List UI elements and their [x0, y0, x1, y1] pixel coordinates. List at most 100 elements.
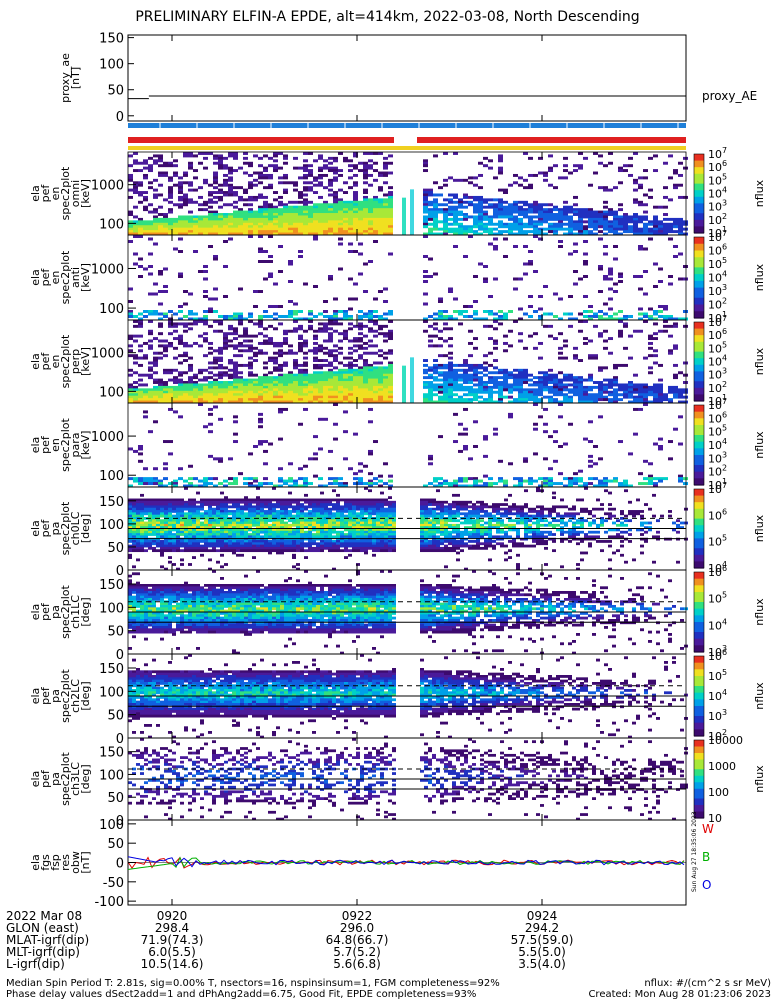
spectrogram-cell — [503, 376, 508, 380]
spectrogram-cell — [538, 295, 543, 298]
spectrogram-cell — [298, 225, 303, 229]
spectrogram-cell — [373, 378, 378, 382]
spectrogram-cell — [683, 388, 688, 392]
ela_pef_en_spec2plot_anti-ylabel: anti — [69, 267, 82, 288]
spectrogram-cell — [668, 334, 673, 338]
spectrogram-cell — [378, 198, 383, 202]
spectrogram-cell — [163, 164, 168, 168]
spectrogram-cell — [488, 371, 493, 375]
spectrogram-cell — [288, 300, 293, 303]
spectrogram-cell — [608, 287, 613, 291]
spectrogram-cell — [443, 327, 448, 331]
spectrogram-cell — [178, 337, 183, 341]
spectrogram-cell — [523, 272, 528, 276]
spectrogram-cell — [198, 383, 203, 387]
spectrogram-cell — [498, 220, 503, 224]
spectrogram-cell — [158, 217, 163, 221]
spectrogram-cell — [318, 222, 323, 226]
spectrogram-cell — [298, 193, 303, 197]
spectrogram-cell — [363, 173, 368, 177]
spectrogram-cell — [238, 320, 243, 323]
spectrogram-cell — [183, 173, 188, 177]
spectrogram-cell — [488, 203, 493, 207]
spectrogram-cell — [423, 161, 428, 165]
spectrogram-cell — [503, 210, 508, 214]
spectrogram-cell — [563, 385, 568, 389]
spectrogram-cell — [353, 381, 358, 384]
spectrogram-cell — [438, 300, 443, 303]
spectrogram-cell — [378, 220, 383, 224]
spectrogram-cell — [143, 232, 148, 236]
spectrogram-cell — [188, 363, 193, 367]
spectrogram-cell — [593, 315, 598, 318]
spectrogram-cell — [258, 247, 263, 251]
spectrogram-cell — [184, 507, 188, 511]
spectrogram-cell — [563, 376, 568, 380]
spectrogram-cell — [388, 390, 393, 394]
spectrogram-cell — [583, 220, 588, 224]
spectrogram-cell — [433, 344, 438, 348]
spectrogram-cell — [548, 217, 553, 221]
spectrogram-cell — [343, 368, 348, 372]
spectrogram-cell — [303, 225, 308, 229]
spectrogram-cell — [468, 388, 473, 392]
spectrogram-cell — [563, 388, 568, 392]
spectrogram-cell — [152, 533, 156, 536]
spectrogram-cell — [238, 227, 243, 231]
spectrogram-cell — [358, 217, 363, 221]
spectrogram-cell — [388, 393, 393, 397]
spectrogram-cell — [598, 230, 603, 234]
spectrogram-cell — [648, 388, 653, 392]
spectrogram-cell — [553, 215, 558, 219]
spectrogram-cell — [138, 388, 143, 392]
spectrogram-cell — [483, 198, 488, 202]
spectrogram-cell — [363, 227, 368, 231]
spectrogram-cell — [278, 222, 283, 226]
spectrogram-cell — [363, 203, 368, 207]
spectrogram-cell — [493, 390, 498, 394]
spectrogram-cell — [188, 227, 193, 231]
spectrogram-cell — [143, 205, 148, 209]
spectrogram-cell — [228, 324, 233, 328]
spectrogram-cell — [203, 484, 208, 488]
spectrogram-cell — [128, 349, 133, 353]
spectrogram-cell — [548, 400, 553, 404]
spectrogram-cell — [478, 205, 483, 209]
spectrogram-cell — [378, 371, 383, 375]
spectrogram-cell — [563, 215, 568, 219]
spectrogram-cell — [298, 341, 303, 345]
spectrogram-cell — [193, 393, 198, 397]
spectrogram-cell — [278, 395, 283, 399]
spectrogram-cell — [143, 341, 148, 345]
spectrogram-cell — [138, 378, 143, 382]
spectrogram-cell — [178, 415, 183, 419]
spectrogram-cell — [533, 203, 538, 207]
spectrogram-cell — [368, 376, 373, 380]
spectrogram-cell — [313, 230, 318, 234]
spectrogram-cell — [148, 186, 153, 190]
spectrogram-cell — [233, 220, 238, 224]
spectrogram-cell — [268, 388, 273, 392]
spectrogram-cell — [538, 315, 543, 318]
spectrogram-cell — [573, 472, 578, 476]
spectrogram-cell — [568, 373, 573, 377]
spectrogram-cell — [183, 400, 188, 404]
spectrogram-cell — [163, 368, 168, 372]
spectrogram-cell — [473, 371, 478, 375]
spectrogram-cell — [158, 322, 163, 326]
spectrogram-cell — [253, 178, 258, 182]
spectrogram-cell — [133, 324, 138, 328]
spectrogram-cell — [468, 378, 473, 382]
spectrogram-cell — [608, 272, 613, 276]
spectrogram-cell — [318, 447, 323, 451]
spectrogram-cell — [213, 405, 218, 409]
spectrogram-cell — [593, 171, 598, 175]
spectrogram-cell — [483, 361, 488, 365]
spectrogram-cell — [388, 363, 393, 367]
spectrogram-cell — [608, 351, 613, 355]
spectrogram-cell — [308, 220, 313, 224]
spectrogram-cell — [583, 400, 588, 404]
spectrogram-cell — [173, 482, 178, 486]
spectrogram-cell — [458, 178, 463, 182]
spectrogram-cell — [268, 176, 273, 180]
